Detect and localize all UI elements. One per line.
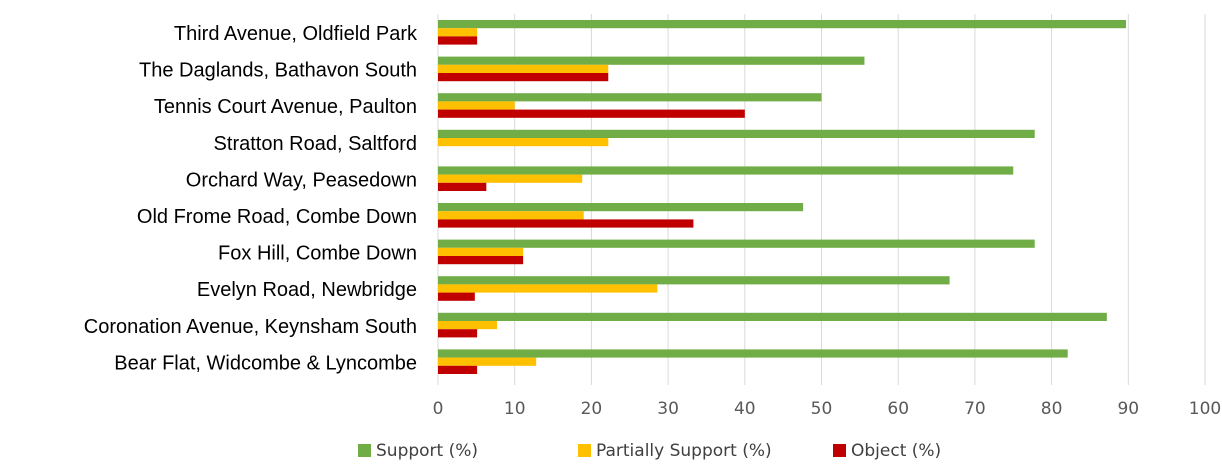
x-tick-label: 30 bbox=[657, 399, 679, 419]
category-label: Old Frome Road, Combe Down bbox=[137, 206, 417, 228]
legend-swatch bbox=[833, 444, 846, 457]
bar bbox=[438, 182, 487, 191]
x-tick-label: 100 bbox=[1189, 399, 1221, 419]
bar bbox=[438, 312, 1107, 321]
legend: Support (%) Partially Support (%) Object (… bbox=[358, 441, 941, 461]
category-label: Tennis Court Avenue, Paulton bbox=[154, 96, 417, 118]
bar bbox=[438, 174, 583, 183]
category-label: Fox Hill, Combe Down bbox=[218, 243, 417, 265]
bar bbox=[438, 101, 515, 110]
bar bbox=[438, 247, 524, 256]
bar bbox=[438, 203, 804, 212]
legend-swatch bbox=[358, 444, 371, 457]
legend-swatch bbox=[578, 444, 591, 457]
bar bbox=[438, 292, 475, 301]
bar bbox=[438, 93, 822, 102]
bar bbox=[438, 28, 478, 37]
x-tick-label: 80 bbox=[1041, 399, 1063, 419]
x-tick-label: 20 bbox=[581, 399, 603, 419]
category-label: Stratton Road, Saltford bbox=[214, 133, 417, 155]
legend-label: Object (%) bbox=[851, 441, 941, 461]
bar bbox=[438, 36, 478, 45]
bar bbox=[438, 239, 1035, 248]
bar bbox=[438, 284, 658, 293]
x-tick-label: 70 bbox=[964, 399, 986, 419]
x-tick-label: 90 bbox=[1117, 399, 1139, 419]
legend-label: Support (%) bbox=[376, 441, 478, 461]
bar bbox=[438, 166, 1014, 175]
bar bbox=[438, 73, 609, 82]
category-label: Coronation Avenue, Keynsham South bbox=[84, 316, 417, 338]
bar bbox=[438, 211, 584, 220]
bar bbox=[438, 329, 478, 338]
bar bbox=[438, 64, 609, 73]
bars bbox=[438, 20, 1126, 374]
x-tick-label: 50 bbox=[811, 399, 833, 419]
category-label: Evelyn Road, Newbridge bbox=[197, 279, 417, 301]
bar bbox=[438, 256, 524, 265]
bar bbox=[438, 109, 745, 118]
bar bbox=[438, 357, 537, 366]
x-tick-label: 60 bbox=[887, 399, 909, 419]
x-tick-label: 0 bbox=[433, 399, 444, 419]
bar bbox=[438, 276, 950, 285]
bar bbox=[438, 219, 694, 228]
category-label: Orchard Way, Peasedown bbox=[186, 169, 417, 191]
category-labels: Third Avenue, Oldfield Park The Daglands,… bbox=[84, 23, 418, 374]
category-label: Third Avenue, Oldfield Park bbox=[174, 23, 418, 45]
bar bbox=[438, 20, 1126, 29]
category-label: Bear Flat, Widcombe & Lyncombe bbox=[114, 352, 417, 374]
x-tick-label: 10 bbox=[504, 399, 526, 419]
x-tick-labels: 0 10 20 30 40 50 60 70 80 90 100 bbox=[433, 399, 1222, 419]
bar bbox=[438, 129, 1035, 138]
bar bbox=[438, 349, 1068, 358]
bar bbox=[438, 138, 609, 147]
bar bbox=[438, 365, 478, 374]
x-tick-label: 40 bbox=[734, 399, 756, 419]
bar bbox=[438, 56, 865, 65]
bar bbox=[438, 321, 498, 330]
category-label: The Daglands, Bathavon South bbox=[139, 60, 417, 82]
legend-label: Partially Support (%) bbox=[596, 441, 772, 461]
